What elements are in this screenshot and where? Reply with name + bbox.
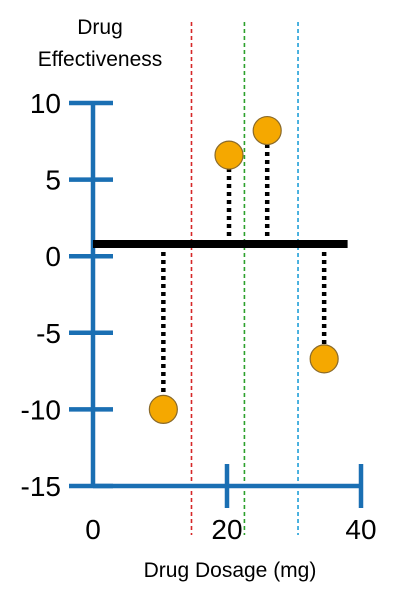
data-point-4: [309, 344, 339, 374]
data-point-1: [148, 394, 178, 424]
x-tick-label-1: 20: [211, 514, 242, 545]
y-tick-label-3: -5: [36, 318, 61, 349]
y-tick-label-5: -15: [21, 471, 61, 502]
y-tick-label-4: -10: [21, 394, 61, 425]
data-point-3: [252, 115, 282, 146]
y-tick-label-0: 10: [30, 88, 61, 119]
x-axis-title: Drug Dosage (mg): [144, 559, 317, 582]
y-tick-label-2: 0: [45, 241, 61, 272]
y-tick-label-1: 5: [45, 165, 61, 196]
y-axis-title-line-2: Effectiveness: [38, 48, 163, 71]
y-axis-title-line-1: Drug: [77, 16, 123, 39]
x-tick-label-2: 40: [345, 514, 376, 545]
x-tick-label-0: 0: [85, 514, 101, 545]
data-point-2: [214, 140, 244, 170]
